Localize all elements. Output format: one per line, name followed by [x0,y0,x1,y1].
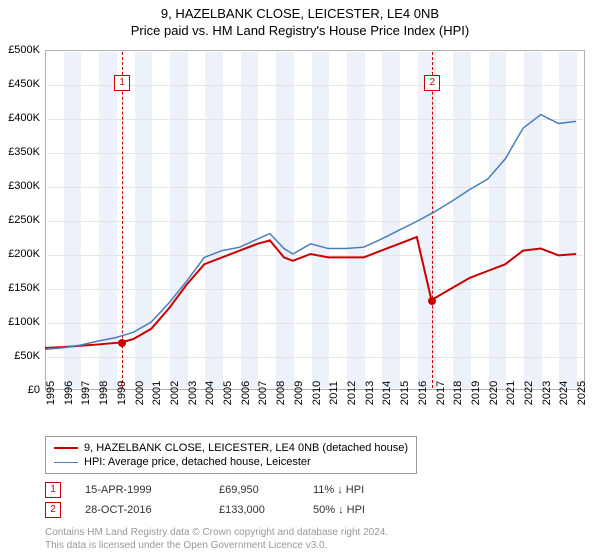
x-axis-label: 2009 [293,381,305,405]
x-axis-label: 2024 [558,381,570,405]
transaction-table: 1 15-APR-1999 £69,950 11% ↓ HPI 2 28-OCT-2016… [45,480,423,520]
legend-row: HPI: Average price, detached house, Leic… [54,455,408,469]
x-axis-label: 2025 [576,381,588,405]
x-axis-label: 2012 [346,381,358,405]
series-hpi [45,115,576,350]
x-axis-label: 2016 [417,381,429,405]
x-axis-label: 2010 [311,381,323,405]
transaction-row: 1 15-APR-1999 £69,950 11% ↓ HPI [45,480,423,500]
y-axis-label: £400K [0,112,40,124]
x-axis-label: 1995 [45,381,57,405]
footer-line: This data is licensed under the Open Gov… [45,539,388,552]
y-axis-label: £150K [0,282,40,294]
chart-container: 9, HAZELBANK CLOSE, LEICESTER, LE4 0NB P… [0,0,600,560]
x-axis-label: 2023 [541,381,553,405]
y-axis-label: £450K [0,78,40,90]
y-axis-label: £50K [0,350,40,362]
y-axis-label: £500K [0,44,40,56]
transaction-price: £69,950 [219,484,289,496]
x-axis-label: 2001 [151,381,163,405]
x-axis-label: 2020 [488,381,500,405]
y-axis-label: £350K [0,146,40,158]
transaction-row: 2 28-OCT-2016 £133,000 50% ↓ HPI [45,500,423,520]
legend-row: 9, HAZELBANK CLOSE, LEICESTER, LE4 0NB (… [54,441,408,455]
x-axis-label: 2003 [187,381,199,405]
y-axis-label: £250K [0,214,40,226]
transaction-date: 28-OCT-2016 [85,504,195,516]
x-axis-label: 2000 [134,381,146,405]
attribution-footer: Contains HM Land Registry data © Crown c… [45,526,388,552]
legend-swatch [54,447,78,449]
x-axis-label: 2015 [399,381,411,405]
x-axis-label: 2005 [222,381,234,405]
x-axis-label: 2013 [364,381,376,405]
chart-subtitle: Price paid vs. HM Land Registry's House … [0,21,600,38]
transaction-price: £133,000 [219,504,289,516]
x-axis-label: 2014 [381,381,393,405]
legend-swatch [54,462,78,463]
y-axis-label: £0 [0,384,40,396]
y-axis-label: £200K [0,248,40,260]
transaction-pct: 11% ↓ HPI [313,484,423,496]
transaction-pct: 50% ↓ HPI [313,504,423,516]
x-axis-label: 1996 [63,381,75,405]
x-axis-label: 1999 [116,381,128,405]
x-axis-label: 2011 [328,381,340,405]
chart-area: 12 £0£50K£100K£150K£200K£250K£300K£350K£… [45,50,585,390]
series-price_paid [45,237,576,348]
footer-line: Contains HM Land Registry data © Crown c… [45,526,388,539]
legend: 9, HAZELBANK CLOSE, LEICESTER, LE4 0NB (… [45,436,417,474]
x-axis-label: 2018 [452,381,464,405]
line-series-svg [45,50,585,390]
chart-title: 9, HAZELBANK CLOSE, LEICESTER, LE4 0NB [0,0,600,21]
x-axis-label: 2017 [435,381,447,405]
x-axis-label: 2019 [470,381,482,405]
y-axis-label: £100K [0,316,40,328]
legend-label: HPI: Average price, detached house, Leic… [84,456,311,468]
x-axis-label: 2022 [523,381,535,405]
x-axis-label: 2006 [240,381,252,405]
x-axis-label: 2004 [204,381,216,405]
transaction-id-box: 2 [45,502,61,518]
x-axis-label: 2008 [275,381,287,405]
x-axis-label: 2021 [505,381,517,405]
transaction-date: 15-APR-1999 [85,484,195,496]
x-axis-label: 2002 [169,381,181,405]
legend-label: 9, HAZELBANK CLOSE, LEICESTER, LE4 0NB (… [84,442,408,454]
x-axis-label: 2007 [257,381,269,405]
transaction-id-box: 1 [45,482,61,498]
x-axis-label: 1997 [80,381,92,405]
y-axis-label: £300K [0,180,40,192]
x-axis-label: 1998 [98,381,110,405]
